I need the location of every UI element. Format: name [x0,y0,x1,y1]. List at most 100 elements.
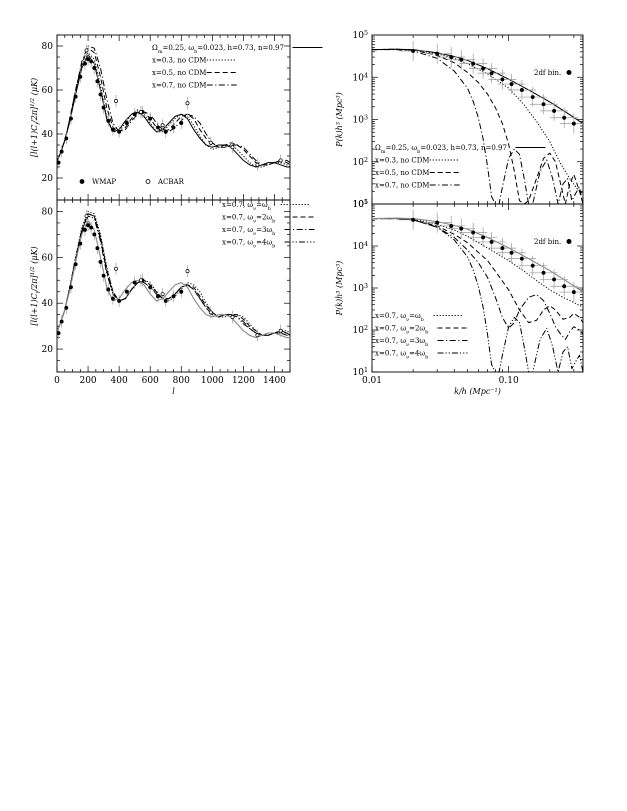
cmb-top-series-5-point [185,101,190,106]
pk-top-series-4-point [519,88,524,92]
cmb-bottom-series-5-point [59,319,64,324]
pk-bottom-legend-label-0: x=0.7, ων=ωb [375,312,424,323]
cmb-top-series-4-point [57,160,61,165]
cmb-top-ytick-label: 40 [42,130,54,140]
pk-bottom-series-5-point [459,226,464,231]
cmb-top-legend-label-2: x=0.5, no CDM [152,69,206,77]
pk-bottom-series-5-point [500,246,505,251]
cmb-top-legend-label-3: x=0.7, no CDM [152,82,206,90]
cmb-bottom-series-5-point [106,287,111,292]
cmb-bottom-series-5-point [89,225,94,230]
pk-bottom-series-1-line [372,218,583,324]
cmb-bottom-series-5-point [73,262,78,267]
cmb-bottom-series-5-point [86,223,91,228]
pk-top-series-4-point [530,95,535,99]
pk-top-series-0-line [372,48,583,125]
cmb-top-series-5-point [160,123,165,128]
cmb-bottom-series-5-point [132,280,137,285]
cmb-top-series-4-point [59,149,64,154]
cmb-top-legend-label-1: x=0.3, no CDM [152,57,206,65]
pk-top-legend-label-1: x=0.3, no CDM [375,157,429,165]
cmb-top-series-5-point [255,162,260,167]
cmb-top-series-2-line [57,47,290,166]
pk-bottom-series-5-point [449,224,454,228]
pk-bottom-series-3-line [372,218,583,372]
cmb-bottom-series-5-point [64,305,69,310]
pk-top-series-4-point [500,77,505,82]
pk-bottom-panel: 0.01 0.10 101 102 103 104 105 P(k)h³ (Mpc³) k/h … [335,199,584,396]
pk-bottom-series-5-point [489,239,494,244]
cmb-top-legend-label-4: WMAP [92,178,116,186]
cmb-bottom-series-5-point [101,273,106,278]
cmb-top-ytick-label: 60 [42,86,54,96]
pk-top-ytick-label: 105 [353,30,368,42]
cmb-bottom-series-4-line [57,220,290,339]
pk-top-legend-label-3: x=0.7, no CDM [375,182,429,190]
cmb-top-series-4-point [106,118,111,123]
pk-top-ytick-label: 101 [353,199,368,211]
cmb-bottom-xtick-label: 0 [54,376,60,386]
cmb-top-series-4-point [83,61,87,66]
pk-bottom-plot-area [372,209,583,372]
pk-top-ytick-label: 102 [353,156,368,168]
pk-bottom-legend-label-1: x=0.7, ων=2ωb [375,325,428,336]
cmb-top-series-4-point [132,112,137,117]
pk-bottom-series-2-line [372,218,583,340]
cmb-bottom-series-5-point [57,331,61,335]
pk-top-series-4-point [411,48,416,53]
cmb-top-series-4-point [95,79,100,84]
cmb-bottom-panel: 0 200 400 600 800 1000 1200 1400 20 40 60 80 [l(l+1)… [30,199,315,396]
pk-bottom-legend-label-3: x=0.7, ων=4ωb [375,350,428,361]
cmb-top-series-4-point [117,129,122,134]
cmb-bottom-series-5-point [117,298,122,303]
cmb-bottom-ytick-label: 20 [42,345,54,355]
cmb-top-series-5-point [208,140,213,145]
pk-bottom-series-5-point [530,263,535,268]
pk-top-series-4-point [481,66,486,71]
cmb-bottom-series-5-point [148,285,153,290]
cmb-bottom-xtick-label: 200 [79,376,96,386]
cmb-bottom-series-5-point [124,289,129,294]
cmb-bottom-xtick-label: 1200 [232,376,255,386]
pk-top-frame [371,34,584,205]
cmb-top-series-4-point [171,125,176,130]
pk-bottom-ytick-label: 101 [353,367,368,379]
pk-bottom-ylabel: P(k)h³ (Mpc³) [335,261,344,317]
pk-bottom-series-4-line [372,217,583,293]
cmb-bottom-series-5-point [163,298,168,303]
cmb-bottom-series-6-point [138,278,143,283]
pk-bottom-series-5-point [541,270,546,275]
cmb-top-series-3-line [57,45,290,166]
cmb-top-series-4-point [179,121,184,125]
cmb-top-series-4-point [64,136,69,141]
pk-top-series-4-point [459,57,464,62]
cmb-bottom-series-6-point [114,266,118,271]
pk-top-legend-label-4: 2df bin. [534,69,561,77]
pk-top-series-2-line [372,48,583,204]
cmb-top-panel: 20 40 60 80 [l(l+1)Cl/2π]1/2 (μK) Ωm=0.25, ωb… [30,34,323,201]
cmb-top-series-5-point [138,110,143,114]
cmb-top-legend-label-0: Ωm=0.25, ωb=0.023, h=0.73, n=0.97 [152,44,284,55]
cmb-bottom-series-6-point [230,315,235,319]
cmb-bottom-xtick-label: 600 [142,376,159,386]
pk-bottom-series-5-point [571,290,576,295]
pk-top-series-4-point [449,55,454,60]
pk-top-ytick-label: 103 [353,114,368,126]
cmb-bottom-series-5-point [171,294,176,299]
pk-top-series-4-point [489,71,494,76]
cmb-top-series-5-point [84,48,89,53]
pk-bottom-frame [371,203,584,373]
cmb-top-series-4-point [156,125,160,130]
cmb-bottom-series-5-point [95,246,100,251]
pk-bottom-series-5-point [552,277,557,282]
cmb-bottom-plot-area [57,210,290,342]
cmb-bottom-xtick-label: 800 [173,376,190,386]
cmb-bottom-legend-label-0: x=0.7, ων=ωb [222,201,271,212]
cmb-bottom-series-6-point [208,310,213,315]
pk-bottom-series-5-point [509,250,514,255]
cmb-top-series-5-point [230,145,235,150]
cmb-bottom-xlabel: l [172,387,175,396]
cmb-bottom-legend-label-2: x=0.7, ων=3ωb [222,226,275,237]
cmb-top-series-5-point [114,99,118,103]
